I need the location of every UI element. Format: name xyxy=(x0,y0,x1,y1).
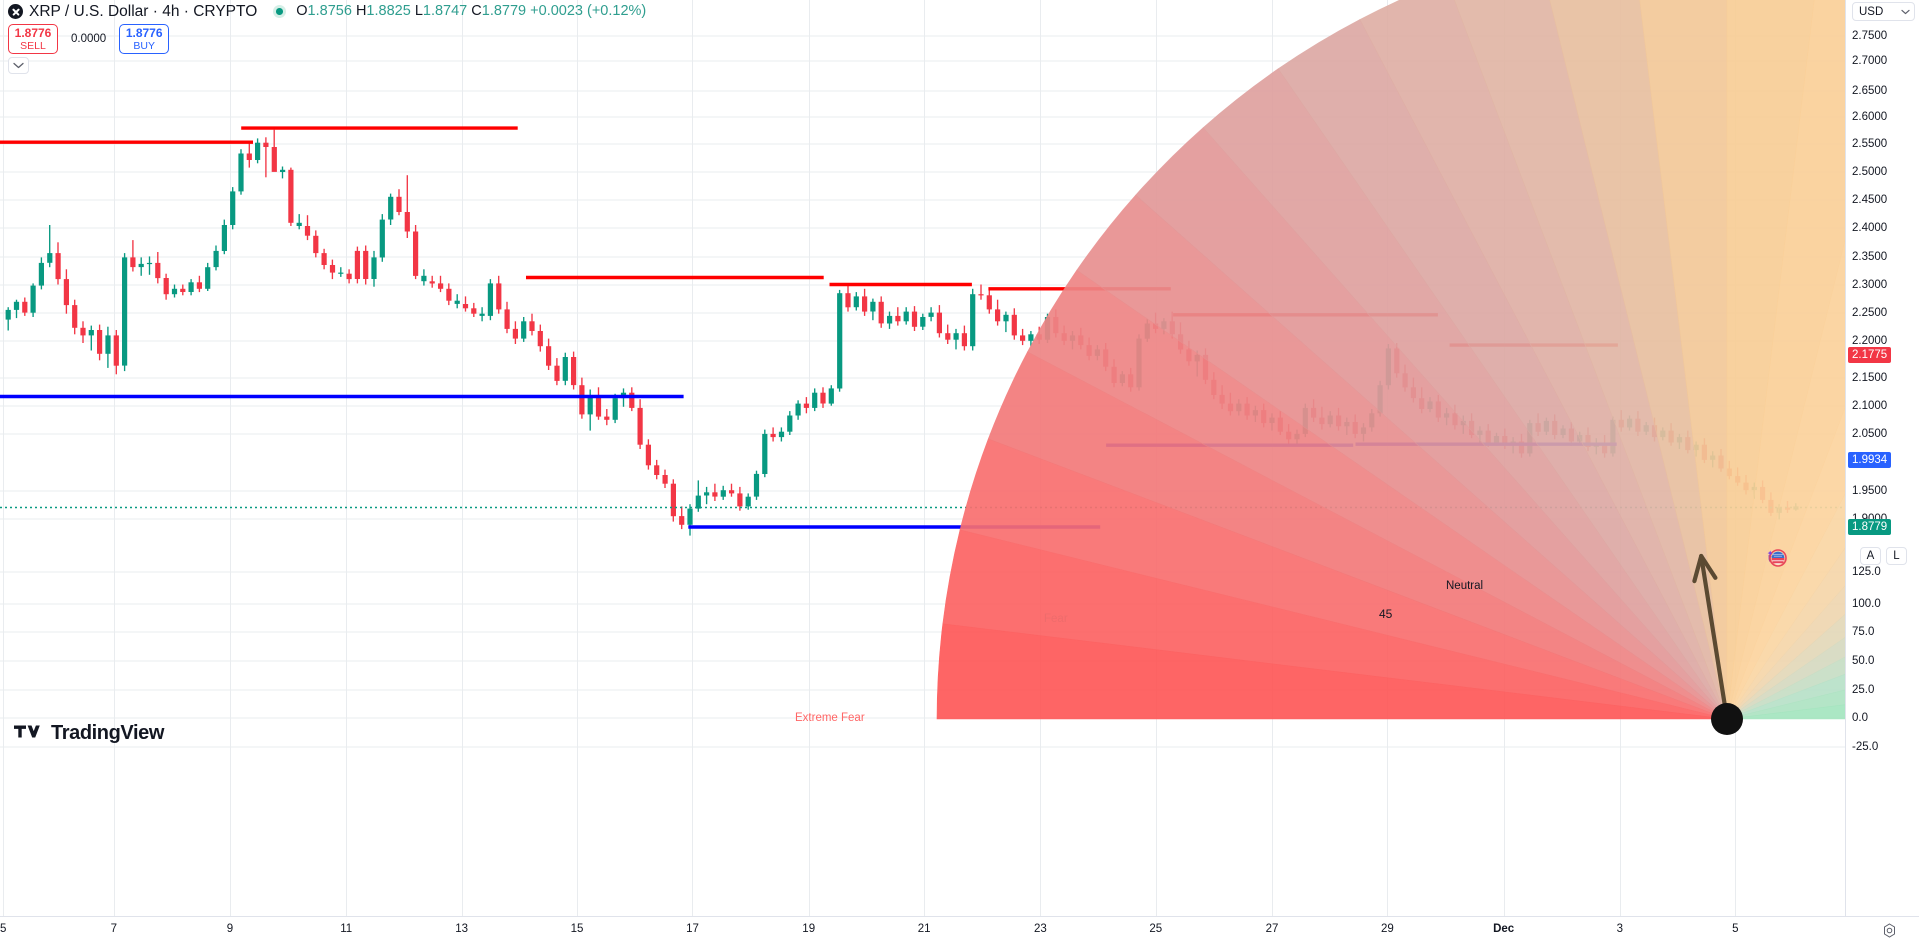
price-axis-tick: 2.1500 xyxy=(1852,372,1888,384)
chevron-down-icon xyxy=(13,62,24,69)
high-value: 1.8825 xyxy=(366,3,411,19)
sell-price: 1.8776 xyxy=(14,25,52,40)
xrp-icon xyxy=(8,4,23,19)
gauge-zone-fear-label: Fear xyxy=(1044,613,1068,625)
tradingview-logo[interactable]: TradingView xyxy=(14,722,164,745)
gauge-value-label: 45 xyxy=(1379,607,1393,621)
open-value: 1.8756 xyxy=(307,3,352,19)
price-axis-tick: 2.5500 xyxy=(1852,138,1888,150)
currency-label: USD xyxy=(1859,5,1884,18)
price-axis-tick: 2.3000 xyxy=(1852,279,1888,291)
sell-label: SELL xyxy=(20,39,46,52)
trade-panel: 1.8776 SELL 0.0000 1.8776 BUY xyxy=(8,24,170,54)
time-axis-tick: Dec xyxy=(1493,923,1515,935)
price-axis-tick: 100.0 xyxy=(1852,598,1881,610)
time-axis-tick: 15 xyxy=(570,923,584,935)
price-axis-tick: 2.7000 xyxy=(1852,55,1888,67)
time-axis-tick: 27 xyxy=(1265,923,1279,935)
price-axis-tick: 2.0500 xyxy=(1852,428,1888,440)
time-axis-tick: 3 xyxy=(1616,923,1624,935)
price-axis-tick: 2.1000 xyxy=(1852,400,1888,412)
price-axis-tick: 2.6500 xyxy=(1852,85,1888,97)
time-axis-tick: 13 xyxy=(455,923,469,935)
time-axis-tick: 25 xyxy=(1149,923,1163,935)
auto-scale-button[interactable]: A xyxy=(1860,547,1881,565)
time-axis-tick: 23 xyxy=(1033,923,1047,935)
gauge-status-label: Neutral xyxy=(1446,580,1484,592)
price-axis-tick: 75.0 xyxy=(1852,626,1875,638)
timezone-clock-icon[interactable] xyxy=(1882,923,1897,943)
time-axis-tick: 29 xyxy=(1381,923,1394,935)
sell-button[interactable]: 1.8776 SELL xyxy=(8,24,58,54)
price-axis-tick: 25.0 xyxy=(1852,684,1875,696)
price-axis-tick: 2.3500 xyxy=(1852,251,1888,263)
time-axis-tick: 17 xyxy=(686,923,699,935)
price-axis-tick: 2.4500 xyxy=(1852,194,1888,206)
low-value: 1.8747 xyxy=(422,3,468,19)
price-axis-tick: 2.2000 xyxy=(1852,335,1888,347)
time-axis-tick: 7 xyxy=(110,923,117,935)
tradingview-logo-icon xyxy=(14,723,42,745)
price-axis-tick: 2.5000 xyxy=(1852,166,1888,178)
chart-canvas[interactable] xyxy=(0,0,1845,916)
time-axis-tick: 9 xyxy=(226,923,234,935)
tradingview-logo-text: TradingView xyxy=(51,722,165,744)
currency-selector[interactable]: USD xyxy=(1852,2,1915,21)
high-label: H xyxy=(355,3,367,19)
price-axis-tick: 50.0 xyxy=(1852,655,1875,667)
price-axis-tick: 2.7500 xyxy=(1852,30,1888,42)
chevron-down-icon xyxy=(1901,6,1910,18)
ohlc-values: O1.8756 H1.8825 L1.8747 C1.8779 +0.0023 … xyxy=(296,2,646,21)
spread-value: 0.0000 xyxy=(71,33,107,45)
low-label: L xyxy=(414,3,423,19)
time-axis-tick: 5 xyxy=(0,923,7,935)
price-axis-tick: 125.0 xyxy=(1852,566,1881,578)
buy-price: 1.8776 xyxy=(125,25,163,40)
price-axis[interactable]: USD 2.7500 2.7000 2.6500 2.6000 2.5500 2.5000… xyxy=(1845,0,1919,916)
time-axis[interactable]: 5 7 9 11 13 15 17 19 21 23 25 27 29 Dec 3 5 xyxy=(0,916,1919,943)
resistance-price-pill: 2.1775 xyxy=(1848,347,1892,363)
us-flag-event-icon[interactable] xyxy=(1760,546,1788,575)
fear-and-greed-gauge xyxy=(936,0,1845,735)
time-axis-tick: 21 xyxy=(917,923,931,935)
time-axis-tick: 11 xyxy=(340,923,353,935)
open-label: O xyxy=(296,3,308,19)
price-axis-tick: -25.0 xyxy=(1852,741,1879,753)
chart-legend: XRP / U.S. Dollar · 4h · CRYPTO O1.8756 … xyxy=(8,2,646,21)
log-scale-button[interactable]: L xyxy=(1886,547,1907,565)
buy-label: BUY xyxy=(133,39,155,52)
time-axis-tick: 19 xyxy=(802,923,816,935)
gauge-zone-extreme-fear-label: Extreme Fear xyxy=(795,712,865,724)
support-price-pill: 1.9934 xyxy=(1848,452,1892,468)
close-label: C xyxy=(471,3,482,19)
price-axis-tick: 2.6000 xyxy=(1852,111,1888,123)
time-axis-tick: 5 xyxy=(1732,923,1739,935)
collapse-legend-button[interactable] xyxy=(8,57,29,74)
market-status-dot[interactable] xyxy=(273,5,287,18)
price-axis-tick: 0.0 xyxy=(1852,712,1868,724)
change-value: +0.0023 (+0.12%) xyxy=(530,3,647,19)
close-value: 1.8779 xyxy=(481,3,527,19)
symbol-title[interactable]: XRP / U.S. Dollar · 4h · CRYPTO xyxy=(29,3,258,20)
buy-button[interactable]: 1.8776 BUY xyxy=(119,24,170,54)
price-axis-tick: 2.4000 xyxy=(1852,222,1888,234)
price-axis-tick: 2.2500 xyxy=(1852,307,1888,319)
price-axis-tick: 1.9500 xyxy=(1852,485,1888,497)
last-price-pill: 1.8779 xyxy=(1848,519,1892,535)
